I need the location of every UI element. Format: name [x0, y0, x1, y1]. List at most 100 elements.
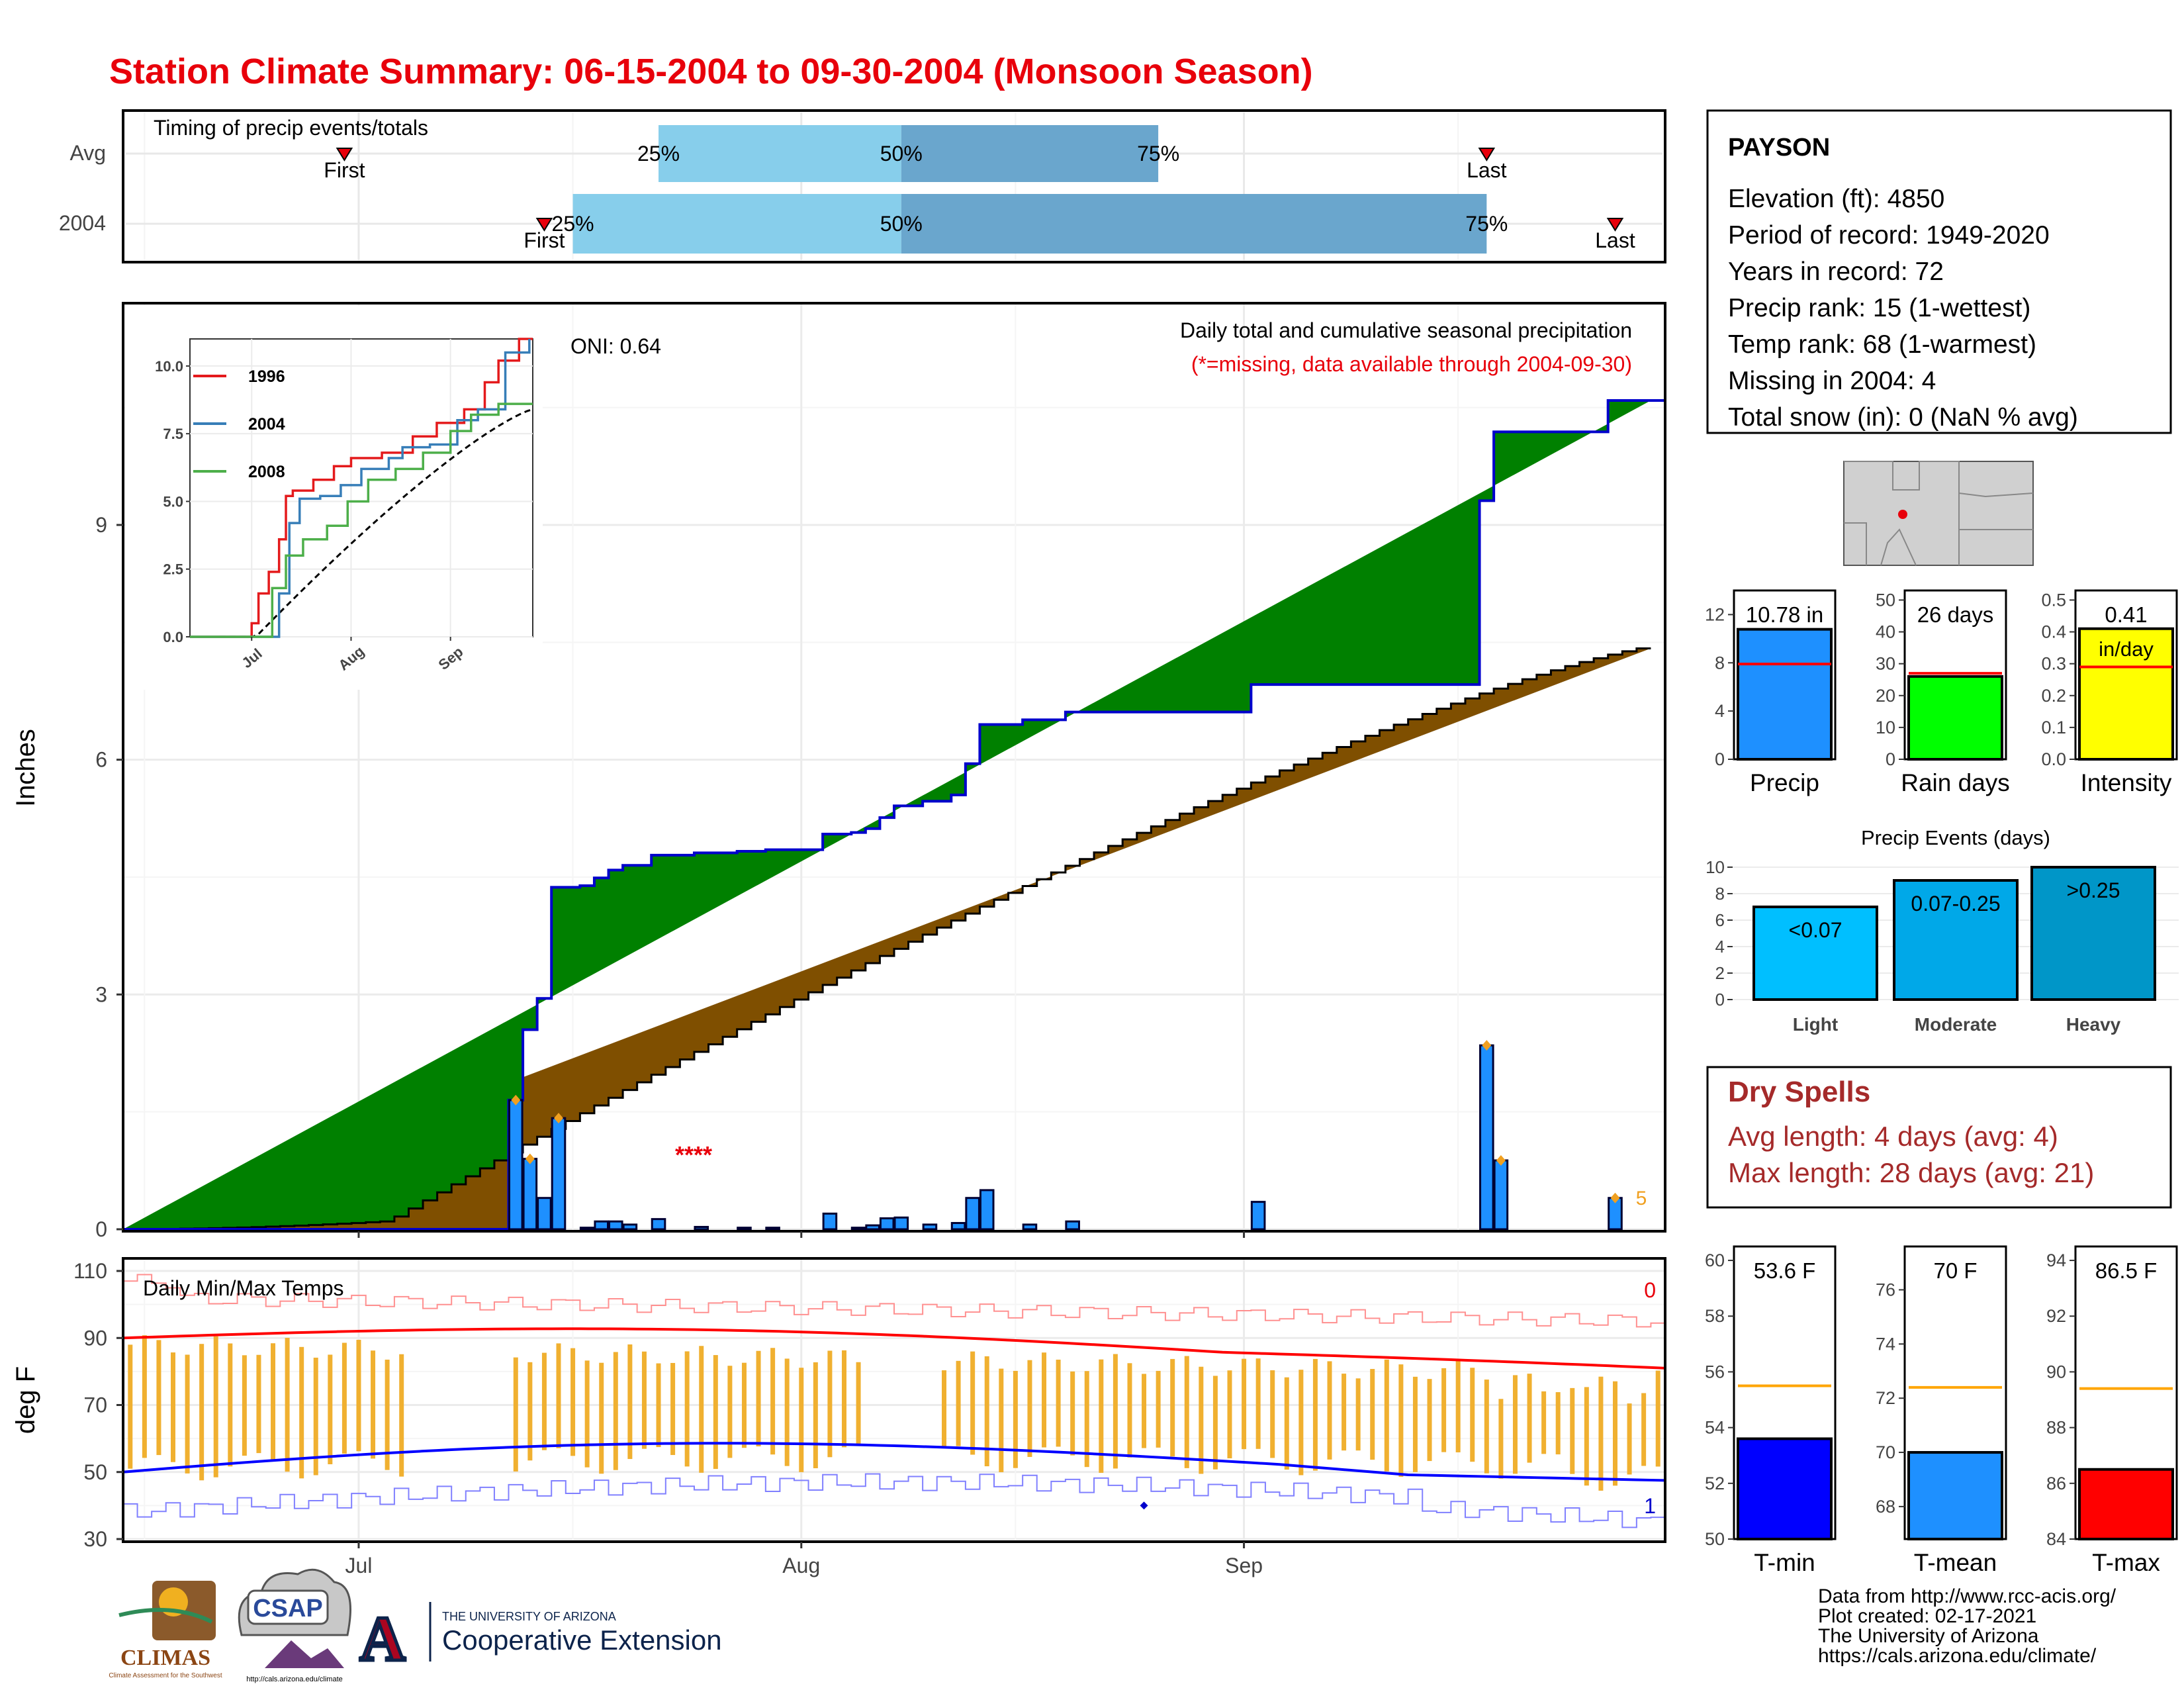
- timing-p50-label: 50%: [880, 212, 923, 236]
- daily-precip-bar: [1065, 1220, 1080, 1231]
- inset-y-tick-label: 10.0: [155, 358, 183, 375]
- daily-temp-range-bar: [1441, 1368, 1447, 1452]
- daily-precip-bar: [922, 1223, 938, 1231]
- temp-count-low: 1: [1644, 1494, 1656, 1518]
- daily-temp-range-bar: [1284, 1377, 1289, 1470]
- precip-panel: 0 3 6 9 Daily total and cumulative seasonal…: [11, 302, 1666, 1241]
- daily-temp-range-bar: [613, 1352, 618, 1470]
- daily-temp-range-bar: [1156, 1370, 1161, 1448]
- daily-temp-range-bar: [356, 1340, 361, 1452]
- footer-line-3: The University of Arizona: [1818, 1625, 2039, 1647]
- footer-line-4: https://cals.arizona.edu/climate/: [1818, 1645, 2097, 1667]
- daily-temp-range-bar: [242, 1355, 247, 1456]
- raindays-summary-chart: 0 10 20 30 40 50 26 days Rain days: [1876, 589, 2010, 796]
- daily-temp-range-bar: [813, 1362, 818, 1469]
- mini-value-label: 53.6 F: [1754, 1258, 1816, 1283]
- daily-temp-range-bar: [999, 1368, 1004, 1473]
- precip-subtitle: (*=missing, data available through 2004-…: [1191, 352, 1632, 376]
- mini-y-tick-label: 68: [1876, 1497, 1895, 1517]
- avg-cumulative-line: [122, 647, 1651, 1231]
- record-low-line: [123, 1473, 1665, 1528]
- station-precip-rank: Precip rank: 15 (1-wettest): [1728, 294, 2030, 322]
- daily-temp-range-bar: [727, 1366, 733, 1458]
- missing-marker: ****: [675, 1141, 712, 1168]
- daily-temp-range-bar: [256, 1354, 261, 1454]
- inset-lines: [189, 338, 533, 638]
- timing-row-2004-label: 2004: [59, 211, 106, 235]
- precip-y-axis-title: Inches: [11, 729, 40, 807]
- daily-precip-bar: [865, 1224, 880, 1231]
- station-snow: Total snow (in): 0 (NaN % avg): [1728, 403, 2078, 432]
- daily-temp-range-bar: [228, 1343, 233, 1467]
- station-missing: Missing in 2004: 4: [1728, 367, 1936, 395]
- avg-max-temp-line: [122, 1327, 1666, 1370]
- climas-swoosh: [118, 1608, 213, 1624]
- ua-logo: A THE UNIVERSITY OF ARIZONA Cooperative …: [358, 1602, 722, 1676]
- mini-value-bar: [2078, 1468, 2174, 1541]
- timing-first-label: First: [324, 158, 365, 182]
- timing-last-marker: [1606, 218, 1624, 232]
- mini-y-tick-label: 94: [2046, 1250, 2066, 1270]
- mini-title: T-mean: [1914, 1549, 1997, 1576]
- daily-temp-range-bar: [1298, 1370, 1304, 1476]
- station-name: PAYSON: [1728, 134, 1830, 162]
- mini-value-label: 26 days: [1917, 602, 1994, 627]
- mini-y-tick-label: 92: [2046, 1306, 2066, 1326]
- daily-precip-bar: [822, 1212, 838, 1231]
- dry-spells-avg: Avg length: 4 days (avg: 4): [1728, 1121, 2058, 1152]
- daily-temp-range-bar: [1512, 1375, 1518, 1474]
- daily-temp-range-bar: [570, 1348, 576, 1456]
- mini-y-tick-label: 0.5: [2041, 590, 2066, 610]
- station-frame: [1706, 109, 2172, 434]
- timing-last-label: Last: [1595, 228, 1635, 252]
- timing-bar-q3: [901, 125, 1159, 182]
- daily-temp-range-bar: [313, 1357, 318, 1476]
- mini-title: T-min: [1754, 1549, 1815, 1576]
- timing-p25-label: 25%: [637, 142, 680, 165]
- daily-precip-bar: [522, 1158, 538, 1231]
- daily-temp-range-bar: [827, 1350, 833, 1458]
- daily-temp-range-bar: [1355, 1378, 1361, 1451]
- station-elevation: Elevation (ft): 4850: [1728, 185, 1944, 213]
- daily-precip-bar: [979, 1189, 995, 1231]
- timing-label: Timing of precip events/totals: [154, 116, 428, 140]
- daily-temp-range-bar: [1142, 1374, 1147, 1448]
- daily-temp-range-bar: [741, 1362, 747, 1448]
- daily-temp-range-bar: [1013, 1370, 1018, 1468]
- mini-y-tick-label: 0.1: [2041, 718, 2066, 737]
- flagged-day-marker: [511, 1094, 521, 1105]
- daily-precip-bar: [508, 1099, 523, 1231]
- cumulative-2004-line: [123, 399, 1665, 1231]
- dry-spells-box: Dry Spells Avg length: 4 days (avg: 4) M…: [1706, 1066, 2172, 1209]
- daily-temp-range-bar: [1527, 1374, 1532, 1463]
- temp-y-tick-label: 90: [83, 1326, 107, 1350]
- daily-temp-range-bar: [841, 1350, 846, 1448]
- daily-temp-range-bar: [584, 1360, 590, 1468]
- precip-events-chart: Precip Events (days) 0 2 4 6 8 10 <0.07 Light 0.0…: [1706, 826, 2179, 1035]
- daily-temp-range-bar: [171, 1352, 176, 1462]
- precip-daily-bars: [508, 1040, 1623, 1231]
- daily-temp-range-bar: [641, 1351, 647, 1449]
- events-y-tick-label: 0: [1715, 990, 1725, 1009]
- timing-bar-q2: [572, 194, 901, 254]
- mini-y-tick-label: 20: [1876, 686, 1895, 706]
- footer-line-2: Plot created: 02-17-2021: [1818, 1605, 2036, 1627]
- daily-precip-bar: [579, 1227, 595, 1231]
- temp-y-tick-label: 30: [83, 1527, 107, 1551]
- daily-precip-bar: [737, 1227, 752, 1231]
- timing-first-marker: [336, 148, 353, 162]
- daily-temp-range-bar: [1541, 1391, 1547, 1454]
- precip-y-tick-label: 9: [95, 513, 107, 537]
- mini-y-tick-label: 86: [2046, 1474, 2066, 1493]
- daily-temp-range-bar: [156, 1340, 161, 1456]
- mini-y-tick-label: 84: [2046, 1529, 2066, 1549]
- surplus-area: [123, 400, 1651, 1229]
- timing-row-avg-label: Avg: [69, 141, 106, 165]
- inset-legend-label: 2008: [248, 463, 285, 481]
- mini-y-tick-label: 56: [1705, 1362, 1725, 1382]
- precip-count-label: 5: [1636, 1188, 1647, 1209]
- daily-temp-range-bar: [1555, 1392, 1561, 1455]
- daily-temp-range-bar: [770, 1348, 776, 1455]
- daily-temp-range-bar: [1384, 1359, 1389, 1472]
- temp-y-axis-title: deg F: [11, 1366, 40, 1434]
